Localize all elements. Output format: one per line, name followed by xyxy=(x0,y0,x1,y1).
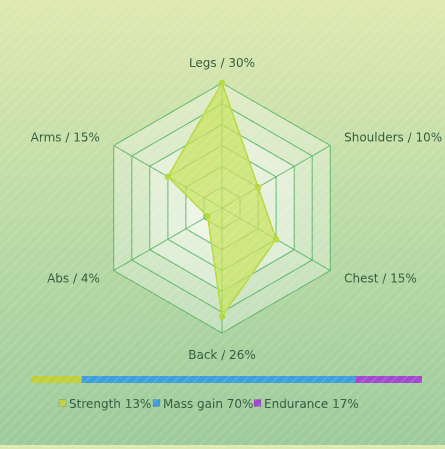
data-point-chest xyxy=(272,236,280,243)
legend-swatch-1 xyxy=(58,399,67,407)
spoke-abs xyxy=(113,207,223,271)
percent-bar-segment-3 xyxy=(355,376,422,383)
legend-label-2: Mass gain 70% xyxy=(163,397,253,411)
axis-label-abs: Abs / 4% xyxy=(47,272,100,286)
data-point-legs xyxy=(218,79,226,87)
data-point-shoulders xyxy=(254,184,262,191)
axis-label-shoulders: Shoulders / 10% xyxy=(344,131,442,145)
legend-swatch-2 xyxy=(152,399,161,407)
data-point-arms xyxy=(164,173,172,180)
data-point-back xyxy=(218,313,226,320)
axis-label-arms: Arms / 15% xyxy=(31,131,100,145)
legend-label-1: Strength 13% xyxy=(69,397,151,411)
axis-label-legs: Legs / 30% xyxy=(189,56,255,70)
legend: Strength 13% Mass gain 70% Endurance 17% xyxy=(58,397,359,411)
axis-label-back: Back / 26% xyxy=(188,348,255,362)
percent-bar-segment-2 xyxy=(81,376,356,383)
legend-swatch-3 xyxy=(253,399,262,407)
data-point-abs xyxy=(204,213,211,220)
percent-bar-segment-1 xyxy=(31,376,82,383)
axis-label-chest: Chest / 15% xyxy=(344,272,417,286)
legend-label-3: Endurance 17% xyxy=(264,397,359,411)
